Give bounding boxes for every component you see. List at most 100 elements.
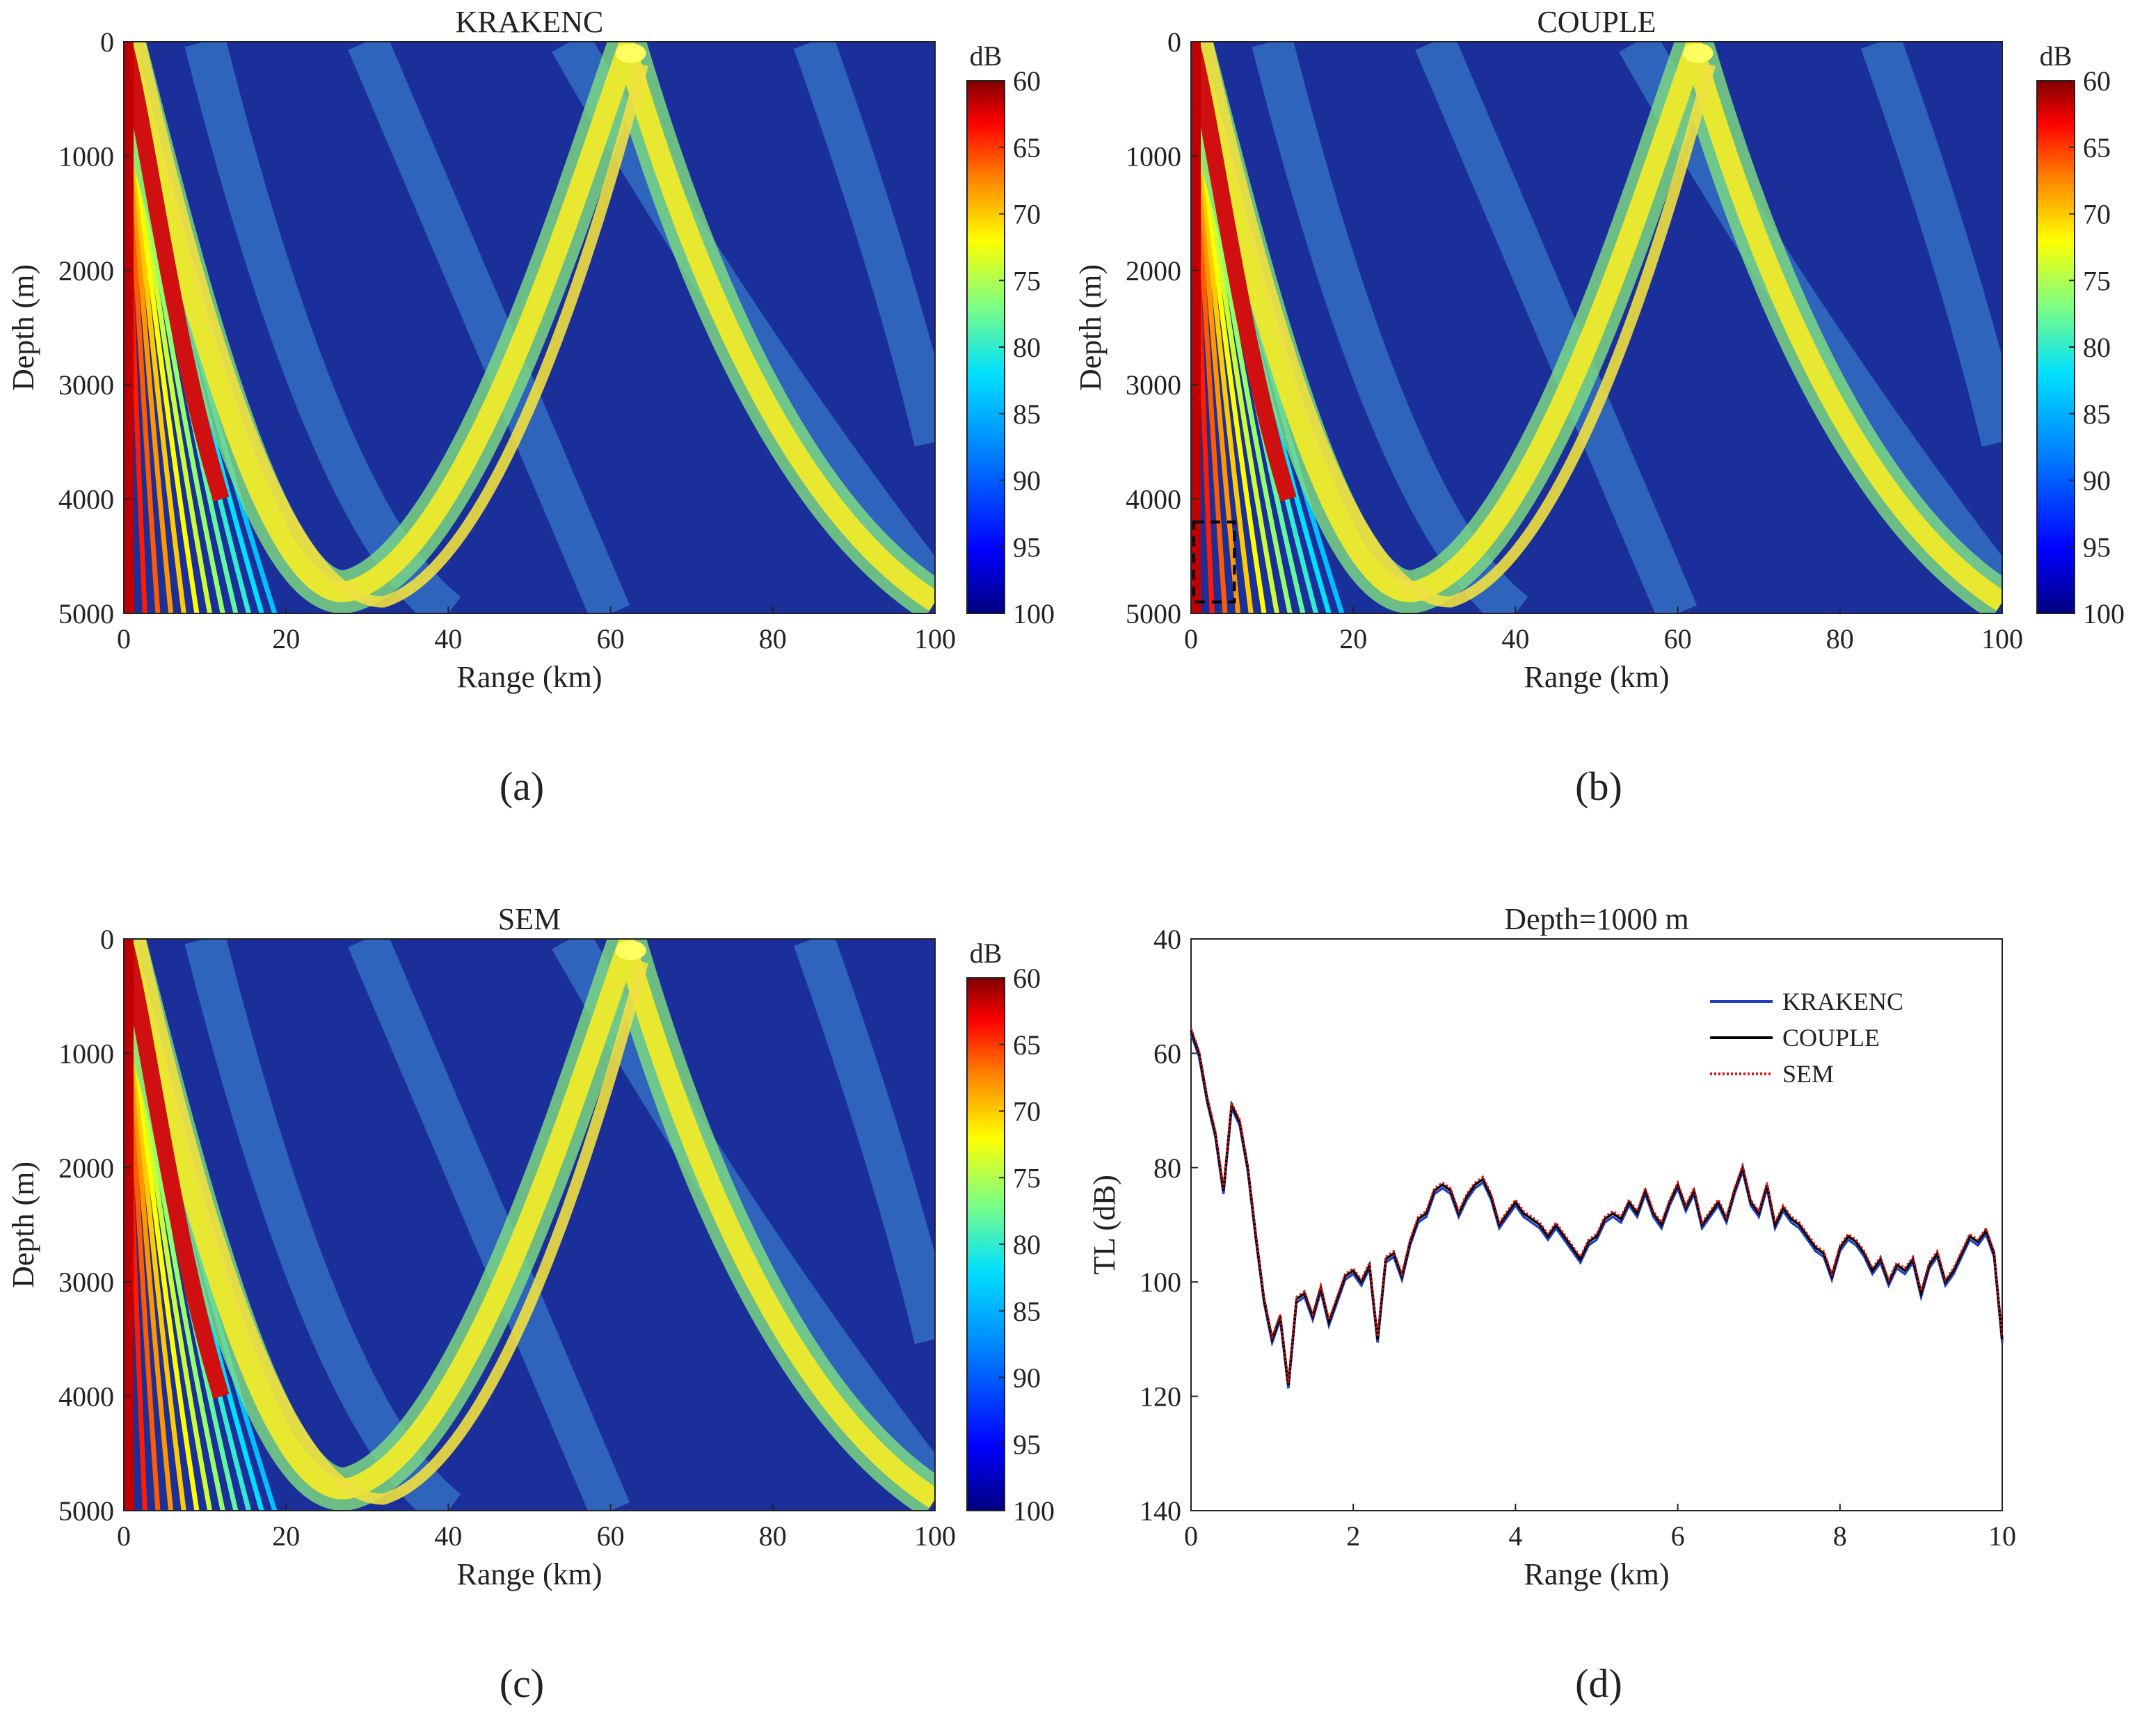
- panel-title: COUPLE: [1537, 5, 1656, 39]
- heatmap-field: [124, 42, 935, 613]
- panel-title: SEM: [498, 902, 561, 936]
- y-tick-label: 5000: [58, 598, 114, 629]
- diffuse-band: [1415, 42, 1697, 613]
- y-tick-label: 40: [1153, 924, 1181, 955]
- y-tick-label: 4000: [58, 484, 114, 515]
- y-tick-label: 100: [1140, 1267, 1181, 1298]
- x-tick-label: 0: [117, 623, 131, 654]
- source-column: [1191, 42, 1201, 613]
- series-line-sem: [1190, 1027, 2004, 1383]
- x-tick-label: 60: [597, 623, 625, 654]
- y-axis-label: Depth (m): [6, 1162, 40, 1288]
- colorbar-tick-label: 90: [2083, 465, 2111, 497]
- panel-tag: (c): [500, 1661, 544, 1706]
- panel-tag: (d): [1575, 1661, 1622, 1706]
- x-tick-label: 6: [1671, 1520, 1685, 1552]
- colorbar-tick-label: 100: [2083, 598, 2125, 629]
- x-tick-label: 60: [597, 1520, 625, 1552]
- source-hotspot: [1191, 42, 1297, 502]
- colorbar-tick-label: 75: [1013, 1162, 1041, 1194]
- y-axis-label: Depth (m): [6, 264, 40, 391]
- x-tick-label: 10: [1988, 1520, 2016, 1552]
- source-hotspot: [124, 42, 230, 502]
- y-tick-label: 0: [100, 924, 114, 955]
- colorbar-tick-label: 80: [2083, 332, 2111, 363]
- convergence-arc-core: [124, 42, 935, 611]
- colorbar-unit: dB: [970, 938, 1002, 969]
- heatmap-field: [1191, 42, 2002, 613]
- panel-title: Depth=1000 m: [1504, 902, 1689, 936]
- colorbar-tick-label: 70: [2083, 199, 2111, 230]
- x-tick-label: 80: [1826, 623, 1854, 654]
- colorbar-unit: dB: [2040, 40, 2072, 72]
- colorbar-tick-label: 65: [1013, 132, 1041, 163]
- y-tick-label: 1000: [1126, 140, 1181, 172]
- source-column: [124, 939, 134, 1511]
- y-tick-label: 120: [1140, 1381, 1181, 1413]
- x-axis-label: Range (km): [1524, 660, 1670, 694]
- y-tick-label: 3000: [58, 369, 114, 401]
- colorbar-tick-label: 65: [2083, 132, 2111, 163]
- legend-label: SEM: [1782, 1060, 1834, 1088]
- colorbar-tick-label: 95: [1013, 1429, 1041, 1460]
- x-tick-label: 40: [1501, 623, 1529, 654]
- axes-frame: [1190, 938, 2003, 1511]
- line-panel-3: Depth=1000 m 0 2 4 6 8 10 40 60 80 100 120 140 Range …: [1087, 902, 2016, 1591]
- x-tick-label: 20: [272, 623, 300, 654]
- colorbar-tick-label: 90: [1013, 1363, 1041, 1394]
- x-axis-label: Range (km): [457, 1557, 602, 1591]
- x-tick-label: 80: [759, 623, 787, 654]
- colorbar-unit: dB: [970, 40, 1002, 72]
- x-tick-label: 0: [117, 1520, 131, 1552]
- colorbar-tick-label: 60: [1013, 963, 1041, 994]
- panel-tag: (b): [1575, 764, 1622, 809]
- colorbar-tick-label: 85: [1013, 1296, 1041, 1327]
- y-tick-label: 4000: [1126, 484, 1181, 515]
- diffuse-band: [348, 939, 630, 1511]
- colorbar-tick-label: 75: [1013, 265, 1041, 296]
- panel-tag: (a): [500, 764, 544, 809]
- colorbar-tick-label: 100: [1013, 598, 1055, 629]
- y-tick-label: 1000: [58, 1038, 114, 1069]
- source-column: [124, 42, 134, 613]
- convergence-arc-core: [124, 939, 935, 1509]
- x-tick-label: 100: [914, 623, 956, 654]
- x-tick-label: 20: [1339, 623, 1367, 654]
- colorbar-tick-label: 80: [1013, 332, 1041, 363]
- diffuse-band: [1252, 42, 1528, 613]
- y-tick-label: 80: [1153, 1152, 1181, 1184]
- y-tick-label: 2000: [58, 255, 114, 287]
- colorbar-tick-label: 85: [1013, 399, 1041, 430]
- source-hotspot: [124, 939, 230, 1399]
- x-tick-label: 60: [1664, 623, 1692, 654]
- y-tick-label: 3000: [58, 1267, 114, 1298]
- y-axis-label: TL (dB): [1087, 1175, 1121, 1275]
- convergence-arc-inner: [1201, 42, 1716, 608]
- diffuse-band: [793, 939, 935, 1344]
- colorbar: [966, 977, 1005, 1511]
- x-tick-label: 4: [1508, 1520, 1522, 1552]
- convergence-arc-inner: [134, 939, 648, 1505]
- y-tick-label: 2000: [58, 1152, 114, 1184]
- colorbar-tick-label: 90: [1013, 465, 1041, 497]
- colorbar-tick-label: 95: [2083, 531, 2111, 563]
- colorbar-tick-label: 75: [2083, 265, 2111, 296]
- colorbar-tick-label: 60: [2083, 65, 2111, 97]
- y-axis-label: Depth (m): [1073, 264, 1108, 391]
- diffuse-band: [1860, 42, 2002, 447]
- y-tick-label: 3000: [1126, 369, 1181, 401]
- diffuse-band: [184, 939, 461, 1511]
- y-tick-label: 1000: [58, 140, 114, 172]
- x-axis-label: Range (km): [457, 660, 602, 694]
- heatmap-field: [124, 939, 935, 1511]
- colorbar-tick-label: 95: [1013, 531, 1041, 563]
- colorbar: [966, 80, 1005, 614]
- colorbar: [2036, 80, 2075, 614]
- colorbar-tick-label: 85: [2083, 399, 2111, 430]
- diffuse-band: [793, 42, 935, 447]
